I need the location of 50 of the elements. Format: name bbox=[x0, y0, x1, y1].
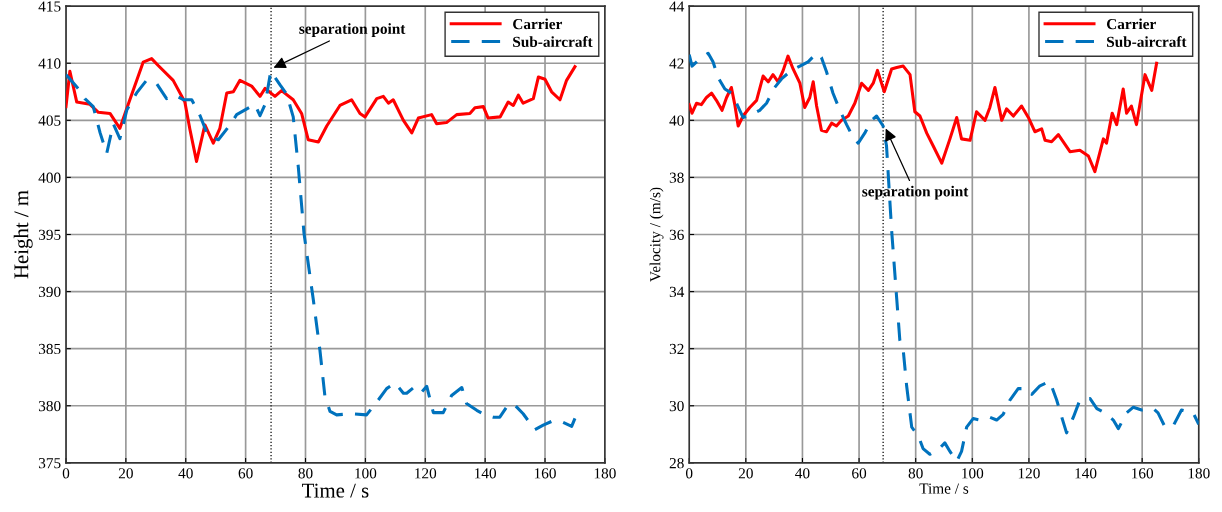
x-tick-label: 0 bbox=[62, 468, 70, 479]
x-tick-label: 120 bbox=[1018, 468, 1040, 479]
line-series bbox=[65, 57, 577, 163]
x-tick-label: 140 bbox=[1075, 468, 1097, 479]
x-tick-label: 80 bbox=[298, 468, 313, 479]
line-series bbox=[689, 54, 1159, 174]
y-axis-title: Velocity / (m/s) bbox=[649, 187, 664, 282]
y-tick-label: 36 bbox=[669, 229, 684, 240]
y-axis-title: Height / m bbox=[13, 190, 33, 279]
x-tick-label: 180 bbox=[1188, 468, 1210, 479]
y-tick-label: 405 bbox=[38, 115, 61, 126]
y-tick-label: 34 bbox=[669, 286, 685, 298]
y-tick-label: 32 bbox=[669, 343, 684, 355]
x-tick-label: 140 bbox=[475, 468, 497, 479]
y-tick-label: 38 bbox=[669, 172, 684, 183]
x-axis-title: Time / s bbox=[302, 483, 369, 498]
legend-label: Carrier bbox=[1106, 18, 1156, 30]
x-tick-label: 160 bbox=[1132, 468, 1154, 479]
y-tick-label: 30 bbox=[669, 400, 684, 412]
x-tick-label: 60 bbox=[238, 468, 253, 479]
x-tick-label: 40 bbox=[178, 468, 193, 479]
x-tick-label: 20 bbox=[118, 468, 133, 479]
legend-label: Sub-aircraft bbox=[513, 36, 593, 48]
y-tick-label: 395 bbox=[38, 229, 61, 240]
x-tick-label: 100 bbox=[962, 468, 984, 479]
y-tick-label: 42 bbox=[669, 58, 684, 69]
x-tick-label: 60 bbox=[852, 468, 867, 479]
x-axis-title: Time / s bbox=[919, 483, 969, 494]
y-tick-label: 375 bbox=[38, 458, 61, 469]
y-tick-label: 44 bbox=[669, 1, 685, 12]
legend-label: Sub-aircraft bbox=[1107, 36, 1187, 48]
x-tick-label: 20 bbox=[738, 468, 753, 479]
legend-label: Carrier bbox=[513, 18, 563, 30]
annotation: separation point bbox=[299, 23, 406, 37]
y-tick-label: 40 bbox=[669, 115, 684, 126]
y-tick-label: 410 bbox=[38, 58, 61, 69]
annotation: separation point bbox=[862, 185, 969, 200]
x-tick-label: 180 bbox=[594, 468, 616, 479]
y-tick-label: 390 bbox=[38, 286, 61, 298]
x-tick-label: 160 bbox=[534, 468, 556, 479]
y-tick-label: 380 bbox=[38, 400, 61, 412]
y-tick-label: 400 bbox=[38, 172, 61, 183]
x-tick-label: 120 bbox=[415, 468, 437, 479]
y-tick-label: 385 bbox=[38, 343, 61, 355]
x-tick-label: 100 bbox=[355, 468, 377, 479]
y-tick-label: 415 bbox=[38, 1, 61, 12]
y-tick-label: 28 bbox=[669, 457, 684, 469]
x-tick-label: 40 bbox=[795, 468, 810, 479]
x-tick-label: 0 bbox=[685, 468, 693, 479]
x-tick-label: 80 bbox=[908, 468, 923, 479]
